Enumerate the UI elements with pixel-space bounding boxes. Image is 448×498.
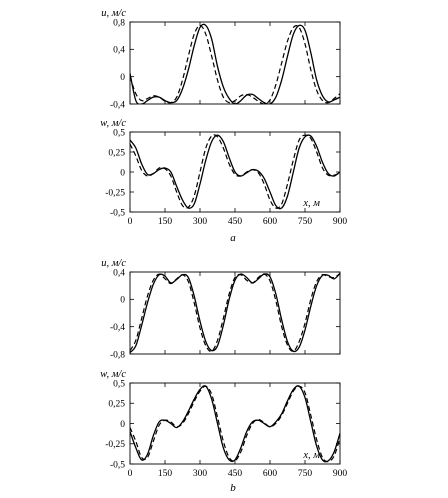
x-tick-label: 0	[128, 217, 133, 227]
x-tick-label: 900	[333, 217, 348, 227]
x-tick-label: 150	[158, 217, 173, 227]
x-tick-label: 750	[298, 217, 313, 227]
y-axis-label: u, м/с	[101, 258, 126, 269]
y-tick-label: 0	[120, 420, 125, 430]
y-tick-label: -0,25	[105, 188, 125, 198]
x-tick-label: 600	[263, 217, 278, 227]
y-tick-label: -0,25	[105, 440, 125, 450]
y-tick-label: 0,8	[113, 18, 125, 28]
solid-series-line	[130, 23, 340, 104]
y-tick-label: -0,4	[110, 100, 125, 110]
panel-b-u: 0,4 0 -0,4 -0,8 u, м/с	[101, 258, 341, 360]
dashed-series-line	[130, 272, 340, 353]
y-tick-label: 0	[120, 168, 125, 178]
y-tick-label: 0,4	[113, 46, 125, 56]
y-tick-label: 0	[120, 73, 125, 83]
y-tick-label: 0	[120, 296, 125, 306]
y-tick-label: -0,8	[110, 350, 125, 360]
y-tick-label: 0,25	[108, 400, 125, 410]
solid-series-line	[130, 134, 340, 210]
y-tick-label: -0,5	[110, 460, 125, 470]
y-tick-label: 0,5	[113, 379, 125, 389]
x-axis-label: x, м	[302, 198, 320, 209]
dashed-series-line	[130, 385, 340, 463]
y-tick-label: 0,25	[108, 148, 125, 158]
x-tick-label: 600	[263, 469, 278, 479]
x-tick-label: 0	[128, 469, 133, 479]
plot-frame	[129, 21, 341, 105]
dashed-series-line	[130, 134, 340, 209]
x-tick-label: 300	[193, 217, 208, 227]
y-tick-label: 0,4	[113, 268, 125, 278]
x-axis-label: x, м	[302, 450, 320, 461]
y-axis-label: w, м/с	[100, 369, 126, 380]
y-tick-label: -0,4	[110, 323, 125, 333]
caption-a: a	[230, 232, 236, 244]
y-axis-label: u, м/с	[101, 8, 126, 19]
caption-b: b	[230, 482, 236, 494]
x-tick-label: 300	[193, 469, 208, 479]
solid-series-line	[130, 272, 340, 354]
panel-a-u: 0,8 0,4 0 -0,4 u, м/с	[101, 8, 341, 110]
x-tick-label: 450	[228, 217, 243, 227]
dashed-series-line	[130, 24, 340, 104]
x-tick-label: 150	[158, 469, 173, 479]
x-tick-label: 450	[228, 469, 243, 479]
y-axis-label: w, м/с	[100, 118, 126, 129]
y-tick-label: 0,5	[113, 128, 125, 138]
y-tick-label: -0,5	[110, 208, 125, 218]
x-tick-label: 750	[298, 469, 313, 479]
x-tick-label: 900	[333, 469, 348, 479]
